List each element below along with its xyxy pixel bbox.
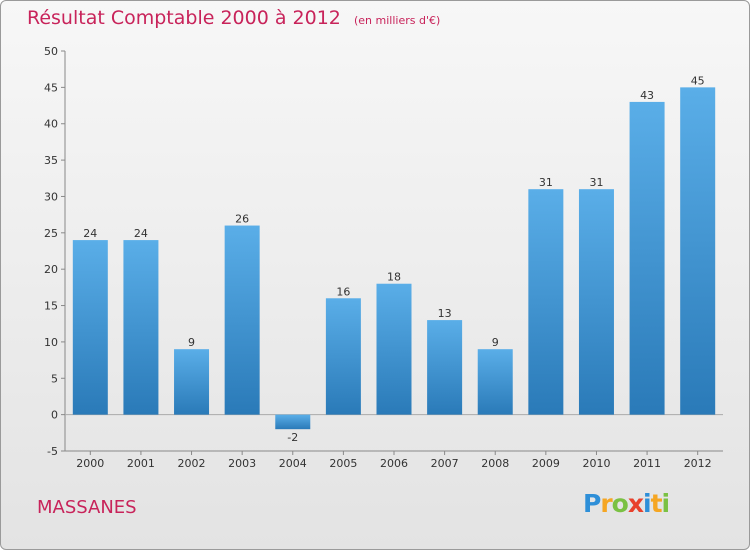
bar xyxy=(72,240,108,415)
y-tick-label: 45 xyxy=(44,81,58,94)
logo-letter: x xyxy=(627,489,644,518)
x-tick-label: 2010 xyxy=(582,457,610,470)
y-tick-label: 30 xyxy=(44,190,58,203)
data-label: 18 xyxy=(387,271,401,284)
logo-letter: i xyxy=(661,489,671,518)
commune-name: MASSANES xyxy=(37,497,137,518)
x-tick-label: 2000 xyxy=(76,457,104,470)
logo-letter: o xyxy=(611,489,629,518)
data-label: 24 xyxy=(134,227,148,240)
data-label: 16 xyxy=(336,285,350,298)
bar xyxy=(629,101,665,415)
y-tick-label: 40 xyxy=(44,118,58,131)
bar xyxy=(224,225,260,415)
data-label: 31 xyxy=(539,176,553,189)
logo-letter: r xyxy=(600,489,612,518)
data-label: 9 xyxy=(188,336,195,349)
data-label: 13 xyxy=(438,307,452,320)
bar xyxy=(275,414,311,430)
x-tick-label: 2005 xyxy=(329,457,357,470)
bar xyxy=(680,87,716,415)
chart-subtitle: (en milliers d'€) xyxy=(353,14,441,27)
data-label: -2 xyxy=(287,431,298,444)
y-tick-label: 0 xyxy=(51,409,58,422)
x-tick-label: 2003 xyxy=(228,457,256,470)
logo-letter: P xyxy=(583,489,601,518)
y-tick-label: 35 xyxy=(44,154,58,167)
data-label: 31 xyxy=(589,176,603,189)
x-tick-label: 2011 xyxy=(633,457,661,470)
x-tick-label: 2008 xyxy=(481,457,509,470)
proxiti-logo: Proxiti xyxy=(583,489,671,518)
y-tick-label: 20 xyxy=(44,263,58,276)
bar xyxy=(578,189,614,415)
data-label: 43 xyxy=(640,89,654,102)
data-label: 9 xyxy=(492,336,499,349)
bar xyxy=(174,349,210,415)
data-label: 45 xyxy=(691,74,705,87)
bar xyxy=(477,349,513,415)
title-block: Résultat Comptable 2000 à 2012 (en milli… xyxy=(27,7,440,29)
x-tick-label: 2002 xyxy=(178,457,206,470)
bar xyxy=(376,283,412,415)
bar xyxy=(123,240,159,415)
bar xyxy=(325,298,361,415)
y-tick-label: 5 xyxy=(51,372,58,385)
data-label: 26 xyxy=(235,213,249,226)
x-tick-label: 2001 xyxy=(127,457,155,470)
x-tick-label: 2007 xyxy=(431,457,459,470)
bar xyxy=(528,189,564,415)
x-tick-label: 2006 xyxy=(380,457,408,470)
y-tick-label: -5 xyxy=(47,445,58,458)
logo-letter: t xyxy=(650,489,663,518)
chart-title: Résultat Comptable 2000 à 2012 xyxy=(27,7,341,29)
x-tick-label: 2009 xyxy=(532,457,560,470)
y-tick-label: 10 xyxy=(44,336,58,349)
logo-letter: i xyxy=(643,489,652,518)
x-tick-label: 2012 xyxy=(684,457,712,470)
data-label: 24 xyxy=(83,227,97,240)
y-tick-label: 50 xyxy=(44,45,58,58)
y-tick-label: 15 xyxy=(44,300,58,313)
x-tick-label: 2004 xyxy=(279,457,307,470)
bar xyxy=(427,320,463,415)
y-tick-label: 25 xyxy=(44,227,58,240)
